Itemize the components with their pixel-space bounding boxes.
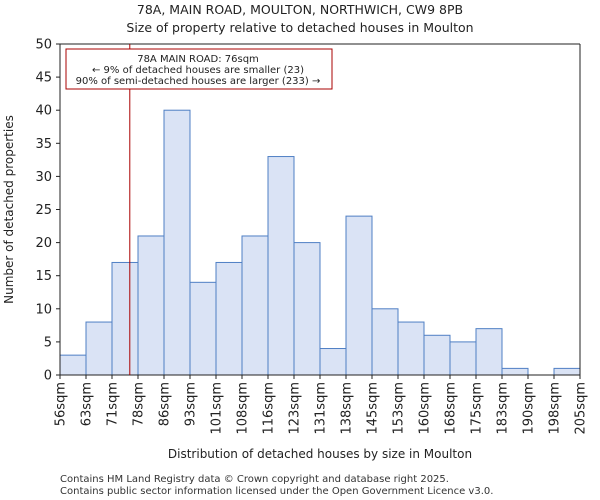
x-tick-label: 145sqm [366, 382, 381, 435]
x-tick-label: 198sqm [548, 382, 563, 435]
x-tick-label: 138sqm [340, 382, 355, 435]
y-axis-ticks: 0 5 10 15 20 25 30 35 40 45 50 [35, 38, 60, 384]
y-tick-label: 5 [44, 335, 52, 350]
bar-101sqm [215, 261, 243, 376]
y-tick-label: 45 [35, 71, 52, 86]
bar-183sqm [501, 367, 529, 376]
footer-line-1: Contains HM Land Registry data © Crown c… [60, 474, 449, 485]
x-tick-label: 190sqm [522, 382, 537, 435]
bar-145sqm [371, 308, 399, 376]
footer-line-2: Contains public sector information licen… [60, 486, 494, 497]
annotation-line-3: 90% of semi-detached houses are larger (… [76, 76, 321, 87]
y-tick-label: 25 [35, 203, 52, 218]
x-tick-label: 123sqm [288, 382, 303, 435]
x-tick-label: 175sqm [470, 382, 485, 435]
x-tick-label: 205sqm [574, 382, 589, 435]
x-axis-ticks: 56sqm 63sqm 71sqm 78sqm 86sqm 93sqm 101sqm 108s… [54, 375, 589, 435]
x-tick-label: 56sqm [54, 382, 69, 426]
y-tick-label: 40 [35, 104, 52, 119]
x-tick-label: 108sqm [236, 382, 251, 435]
bar-108sqm [241, 235, 269, 376]
bar-86sqm [163, 109, 191, 376]
y-tick-label: 30 [35, 170, 52, 185]
y-tick-label: 10 [35, 302, 52, 317]
bar-175sqm [475, 328, 503, 376]
bar-153sqm [397, 321, 425, 376]
x-tick-label: 160sqm [418, 382, 433, 435]
bar-123sqm [293, 242, 321, 376]
annotation-line-2: ← 9% of detached houses are smaller (23) [92, 65, 304, 76]
bar-78sqm [137, 235, 165, 376]
chart-title: 78A, MAIN ROAD, MOULTON, NORTHWICH, CW9 … [136, 2, 464, 17]
x-tick-label: 116sqm [262, 382, 277, 435]
bar-168sqm [449, 341, 477, 376]
y-tick-label: 0 [44, 369, 52, 384]
x-tick-label: 183sqm [496, 382, 511, 435]
x-tick-label: 168sqm [444, 382, 459, 435]
chart-subtitle: Size of property relative to detached ho… [126, 20, 474, 35]
bar-93sqm [189, 281, 217, 376]
x-tick-label: 63sqm [80, 382, 95, 426]
x-tick-label: 93sqm [184, 382, 199, 426]
x-tick-label: 86sqm [158, 382, 173, 426]
bar-138sqm [345, 215, 373, 376]
y-tick-label: 35 [35, 137, 52, 152]
y-tick-label: 50 [35, 38, 52, 53]
annotation-line-1: 78A MAIN ROAD: 76sqm [137, 54, 259, 65]
bar-56sqm [59, 354, 87, 376]
y-axis-label: Number of detached properties [2, 115, 16, 304]
x-tick-label: 78sqm [132, 382, 147, 426]
bar-71sqm [111, 261, 139, 376]
annotation-box: 78A MAIN ROAD: 76sqm ← 9% of detached ho… [65, 48, 333, 90]
x-tick-label: 131sqm [314, 382, 329, 435]
x-axis-label: Distribution of detached houses by size … [168, 447, 472, 461]
bar-198sqm [553, 367, 581, 376]
bar-63sqm [85, 321, 113, 376]
bars-group [59, 109, 581, 376]
x-tick-label: 71sqm [106, 382, 121, 426]
y-tick-label: 20 [35, 236, 52, 251]
x-tick-label: 153sqm [392, 382, 407, 435]
bar-116sqm [267, 156, 295, 376]
bar-160sqm [423, 334, 451, 376]
y-tick-label: 15 [35, 269, 52, 284]
x-tick-label: 101sqm [210, 382, 225, 435]
bar-131sqm [319, 348, 347, 376]
